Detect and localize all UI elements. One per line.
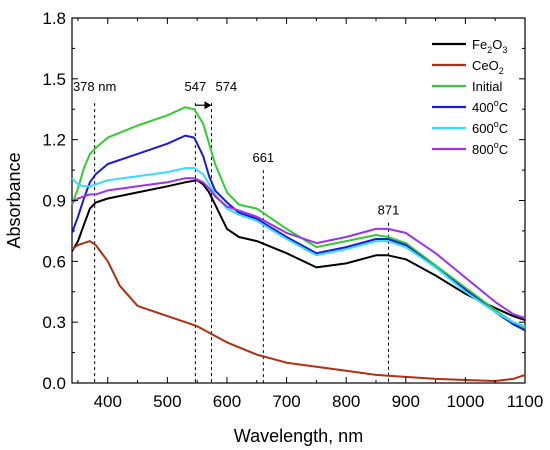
annotation-label: 378 nm	[73, 79, 116, 94]
legend-label-0: Fe2O3	[472, 37, 507, 55]
plot-border	[71, 17, 526, 384]
series-line-1	[71, 240, 526, 382]
series-line-4	[71, 167, 526, 328]
y-tick-label: 1.5	[42, 70, 66, 89]
y-tick-label: 0.3	[42, 313, 66, 332]
y-tick-label: 1.2	[42, 131, 66, 150]
x-tick-label: 700	[272, 392, 300, 411]
annotation-label: 574	[215, 79, 237, 94]
y-tick-label: 1.8	[42, 9, 66, 28]
y-tick-label: 0.9	[42, 192, 66, 211]
legend-label-3: 400oC	[472, 98, 508, 115]
legend-label-2: Initial	[472, 79, 502, 94]
annotation-label: 871	[378, 203, 400, 218]
y-axis-title: Absorbance	[4, 152, 24, 248]
shift-arrow-head	[204, 101, 212, 110]
series-layer	[71, 106, 526, 382]
legend: Fe2O3 CeO2 Initial 400oC 600oC 800oC	[432, 37, 508, 157]
series-line-5	[71, 177, 526, 320]
x-tick-label: 500	[153, 392, 181, 411]
x-tick-label: 600	[213, 392, 241, 411]
x-axis-title: Wavelength, nm	[234, 426, 363, 446]
annotation-layer: 378 nm 547 574 661 871	[73, 79, 399, 383]
tick-layer: 400 500 600 700 800 900 1000 1100 0.0 0.3 0.6 0.9 1.…	[42, 9, 543, 411]
series-line-2	[71, 106, 526, 330]
y-tick-label: 0.6	[42, 252, 66, 271]
x-tick-label: 1000	[446, 392, 484, 411]
plot-frame	[71, 17, 526, 384]
y-tick-label: 0.0	[42, 374, 66, 393]
x-tick-label: 1100	[507, 392, 544, 411]
x-tick-label: 900	[392, 392, 420, 411]
x-tick-label: 800	[332, 392, 360, 411]
legend-label-1: CeO2	[472, 58, 504, 76]
series-line-3	[71, 134, 526, 332]
series-line-0	[71, 179, 526, 322]
legend-label-5: 800oC	[472, 140, 508, 157]
x-tick-label: 400	[94, 392, 122, 411]
annotation-label: 547	[185, 79, 207, 94]
annotation-label: 661	[252, 150, 274, 165]
legend-label-4: 600oC	[472, 119, 508, 136]
